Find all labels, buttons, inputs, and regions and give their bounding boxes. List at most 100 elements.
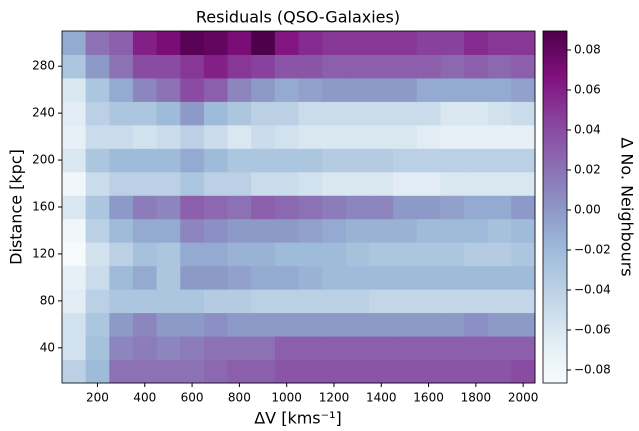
heatmap-cell xyxy=(345,242,370,267)
heatmap-cell xyxy=(62,265,87,290)
heatmap-cell xyxy=(322,218,347,243)
heatmap-cell xyxy=(440,171,465,196)
heatmap-cell xyxy=(393,171,418,196)
heatmap-cell xyxy=(487,359,512,384)
heatmap-cell xyxy=(62,242,87,267)
heatmap-cell xyxy=(62,148,87,173)
heatmap-cell xyxy=(227,101,252,126)
heatmap-cell xyxy=(345,195,370,220)
heatmap-cell xyxy=(322,242,347,267)
heatmap-cell xyxy=(464,171,489,196)
heatmap-cell xyxy=(156,171,181,196)
heatmap-cell xyxy=(62,77,87,102)
heatmap-cell xyxy=(85,101,110,126)
heatmap-cell xyxy=(274,148,299,173)
y-tick-label: 40 xyxy=(40,340,55,354)
heatmap-cell xyxy=(203,101,229,126)
heatmap-cell xyxy=(440,336,465,361)
heatmap-cell xyxy=(369,312,394,337)
heatmap-cell xyxy=(109,336,134,361)
heatmap-cell xyxy=(132,101,158,126)
heatmap-cell xyxy=(85,265,110,290)
colorbar-tick-label: −0.04 xyxy=(574,283,611,297)
heatmap-cell xyxy=(511,101,536,126)
heatmap-cell xyxy=(464,77,489,102)
heatmap-cell xyxy=(180,289,205,314)
x-tick-label: 1800 xyxy=(461,391,492,405)
x-tick-label: 2000 xyxy=(508,391,539,405)
heatmap-cell xyxy=(464,289,489,314)
heatmap-cell xyxy=(203,54,229,79)
heatmap-cell xyxy=(440,359,465,384)
colorbar-tick-label: −0.08 xyxy=(574,363,611,377)
heatmap-cell xyxy=(416,101,441,126)
heatmap-cell xyxy=(345,124,370,149)
heatmap-cell xyxy=(251,265,276,290)
heatmap-cell xyxy=(203,336,229,361)
heatmap-cell xyxy=(345,312,370,337)
heatmap-cell xyxy=(203,148,229,173)
heatmap-cell xyxy=(369,218,394,243)
heatmap-cell xyxy=(180,31,205,55)
heatmap-cell xyxy=(322,101,347,126)
heatmap-cell xyxy=(132,242,158,267)
heatmap-cell xyxy=(203,289,229,314)
heatmap-cell xyxy=(203,77,229,102)
heatmap-cell xyxy=(345,54,370,79)
heatmap-cell xyxy=(298,77,323,102)
heatmap-cell xyxy=(85,171,110,196)
heatmap-cell xyxy=(511,195,536,220)
heatmap-cell xyxy=(109,359,134,384)
heatmap-cell xyxy=(322,359,347,384)
heatmap-cell xyxy=(464,54,489,79)
heatmap-cell xyxy=(487,218,512,243)
heatmap-cell xyxy=(511,171,536,196)
heatmap-cell xyxy=(393,359,418,384)
heatmap-cell xyxy=(487,336,512,361)
heatmap-cell xyxy=(511,31,536,55)
heatmap-cell xyxy=(298,148,323,173)
heatmap-cell xyxy=(464,31,489,55)
heatmap-cell xyxy=(251,101,276,126)
colorbar-tick-label: 0.08 xyxy=(574,43,601,57)
heatmap-cell xyxy=(440,77,465,102)
heatmap-cell xyxy=(62,289,87,314)
heatmap-cell xyxy=(132,77,158,102)
heatmap-cell xyxy=(62,54,87,79)
heatmap-cell xyxy=(322,265,347,290)
heatmap-cell xyxy=(511,336,536,361)
heatmap-cell xyxy=(251,195,276,220)
heatmap-cell xyxy=(487,124,512,149)
heatmap-cell xyxy=(416,148,441,173)
heatmap-cell xyxy=(369,31,394,55)
heatmap-cell xyxy=(322,124,347,149)
heatmap-cell xyxy=(298,359,323,384)
heatmap-cell xyxy=(227,77,252,102)
heatmap-cell xyxy=(464,218,489,243)
x-tick-label: 400 xyxy=(133,391,156,405)
heatmap-cell xyxy=(180,312,205,337)
heatmap-cell xyxy=(487,148,512,173)
heatmap-cell xyxy=(85,31,110,55)
heatmap-cell xyxy=(464,242,489,267)
heatmap-cell xyxy=(487,312,512,337)
heatmap-cell xyxy=(227,171,252,196)
heatmap-cell xyxy=(369,242,394,267)
heatmap-cell xyxy=(85,54,110,79)
heatmap-cell xyxy=(227,124,252,149)
heatmap-cell xyxy=(180,171,205,196)
heatmap-cell xyxy=(156,312,181,337)
heatmap-cell xyxy=(180,54,205,79)
colorbar-tick-label: 0.02 xyxy=(574,163,601,177)
heatmap-cell xyxy=(274,54,299,79)
heatmap-cell xyxy=(393,124,418,149)
heatmap-cell xyxy=(203,124,229,149)
heatmap-cell xyxy=(180,124,205,149)
heatmap-cell xyxy=(345,336,370,361)
heatmap-cell xyxy=(345,218,370,243)
heatmap-cell xyxy=(156,101,181,126)
heatmap-cell xyxy=(416,124,441,149)
heatmap-cell xyxy=(180,218,205,243)
heatmap-cell xyxy=(416,336,441,361)
heatmap-cell xyxy=(109,101,134,126)
